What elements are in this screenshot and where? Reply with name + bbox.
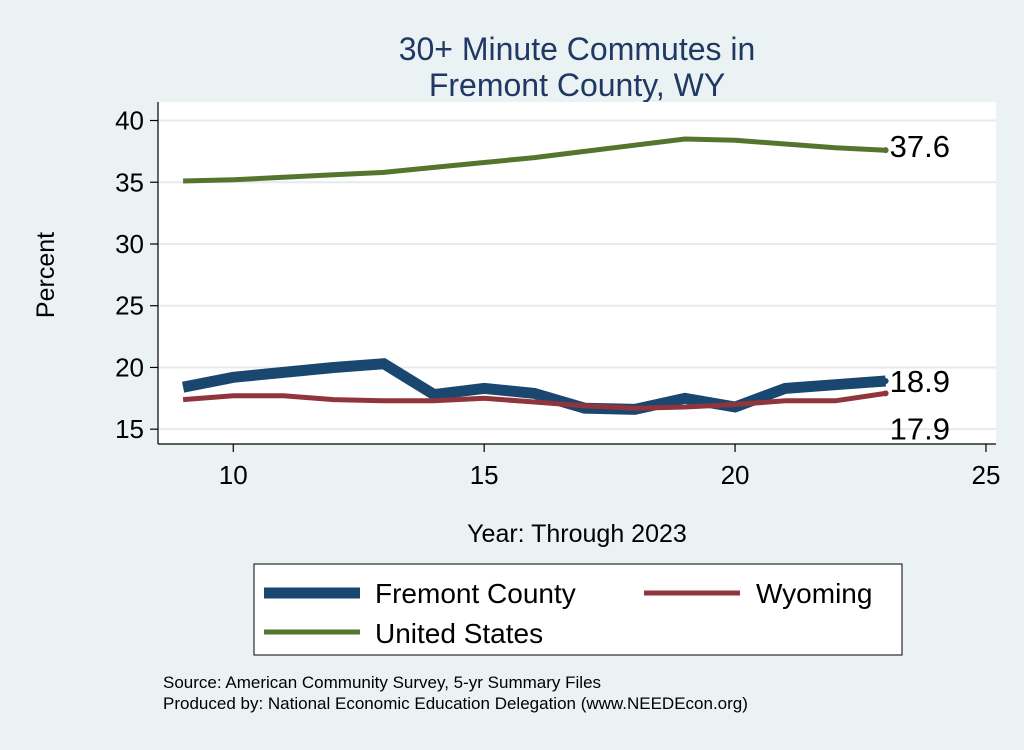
series-line-fremont-county bbox=[182, 358, 887, 415]
legend-label-fremont-county: Fremont County bbox=[375, 578, 576, 609]
end-label-united-states: 37.6 bbox=[890, 129, 950, 164]
legend-box bbox=[253, 563, 903, 656]
series-line-wyoming bbox=[182, 390, 886, 411]
end-labels: 18.9 17.9 37.6 bbox=[890, 129, 950, 446]
x-tick-label-20: 20 bbox=[721, 460, 750, 490]
series-endpoint-wyoming bbox=[882, 390, 889, 397]
series-endpoint-fremont-county bbox=[882, 378, 889, 385]
end-label-wyoming: 17.9 bbox=[890, 411, 950, 446]
series-lines bbox=[182, 136, 889, 415]
y-tick-label-15: 15 bbox=[115, 414, 144, 444]
legend: Fremont County Wyoming United States bbox=[253, 563, 903, 656]
x-axis-title: Year: Through 2023 bbox=[467, 520, 687, 548]
y-axis-title: Percent bbox=[32, 232, 60, 318]
y-tick-label-35: 35 bbox=[115, 167, 144, 197]
x-tick-label-10: 10 bbox=[219, 460, 248, 490]
end-label-fremont-county: 18.9 bbox=[890, 364, 950, 399]
gridlines bbox=[158, 119, 996, 431]
x-tick-label-15: 15 bbox=[470, 460, 499, 490]
y-tick-label-20: 20 bbox=[115, 352, 144, 382]
source-note: Source: American Community Survey, 5-yr … bbox=[163, 673, 601, 692]
y-tick-label-30: 30 bbox=[115, 229, 144, 259]
chart-title-line-1: 30+ Minute Commutes in bbox=[399, 31, 756, 67]
axes: 15 20 25 30 35 40 10 15 20 25 bbox=[115, 102, 1000, 490]
chart-title-line-2: Fremont County, WY bbox=[429, 67, 725, 103]
producer-note: Produced by: National Economic Education… bbox=[163, 694, 748, 713]
series-endpoint-united-states bbox=[882, 147, 889, 154]
y-tick-label-25: 25 bbox=[115, 291, 144, 321]
y-tick-label-40: 40 bbox=[115, 106, 144, 136]
series-line-united-states bbox=[183, 136, 886, 184]
legend-label-united-states: United States bbox=[375, 618, 543, 649]
legend-label-wyoming: Wyoming bbox=[756, 578, 872, 609]
x-tick-label-25: 25 bbox=[972, 460, 1001, 490]
